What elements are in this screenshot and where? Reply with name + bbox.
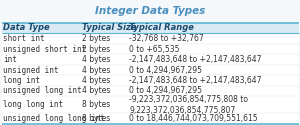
- Text: long int: long int: [3, 76, 40, 85]
- Text: -2,147,483,648 to +2,147,483,647: -2,147,483,648 to +2,147,483,647: [129, 55, 262, 64]
- Text: short int: short int: [3, 34, 45, 43]
- Bar: [2, 86, 298, 96]
- Text: Data Type: Data Type: [3, 24, 50, 32]
- Text: Typical Range: Typical Range: [129, 24, 194, 32]
- Text: 0 to 4,294,967,295: 0 to 4,294,967,295: [129, 66, 202, 74]
- Text: 0 to 18,446,744,073,709,551,615: 0 to 18,446,744,073,709,551,615: [129, 114, 258, 123]
- Text: Typical Size: Typical Size: [82, 24, 137, 32]
- Bar: [2, 34, 298, 44]
- Text: 8 bytes: 8 bytes: [82, 100, 111, 109]
- Text: Integer Data Types: Integer Data Types: [95, 6, 205, 16]
- Bar: [2, 75, 298, 86]
- Bar: [2, 65, 298, 75]
- Text: 0 to +65,535: 0 to +65,535: [129, 45, 179, 54]
- Text: 2 bytes: 2 bytes: [82, 45, 111, 54]
- Text: unsigned int: unsigned int: [3, 66, 58, 74]
- Text: unsigned short int: unsigned short int: [3, 45, 86, 54]
- Text: -9,223,372,036,854,775,808 to
9,223,372,036,854,775,807: -9,223,372,036,854,775,808 to 9,223,372,…: [129, 95, 248, 115]
- Text: unsigned long long int: unsigned long long int: [3, 114, 105, 123]
- Text: 4 bytes: 4 bytes: [82, 76, 111, 85]
- Text: 0 to 4,294,967,295: 0 to 4,294,967,295: [129, 86, 202, 95]
- Bar: [2, 22, 298, 34]
- Text: 4 bytes: 4 bytes: [82, 55, 111, 64]
- Bar: [2, 54, 298, 65]
- Text: -32,768 to +32,767: -32,768 to +32,767: [129, 34, 204, 43]
- Text: int: int: [3, 55, 17, 64]
- Text: unsigned long int: unsigned long int: [3, 86, 82, 95]
- Text: 2 bytes: 2 bytes: [82, 34, 111, 43]
- Bar: [2, 113, 298, 124]
- Bar: [2, 96, 298, 113]
- Text: long long int: long long int: [3, 100, 63, 109]
- Text: 4 bytes: 4 bytes: [82, 66, 111, 74]
- Text: 8 bytes: 8 bytes: [82, 114, 111, 123]
- Text: 4 bytes: 4 bytes: [82, 86, 111, 95]
- Text: -2,147,483,648 to +2,147,483,647: -2,147,483,648 to +2,147,483,647: [129, 76, 262, 85]
- Bar: [2, 44, 298, 54]
